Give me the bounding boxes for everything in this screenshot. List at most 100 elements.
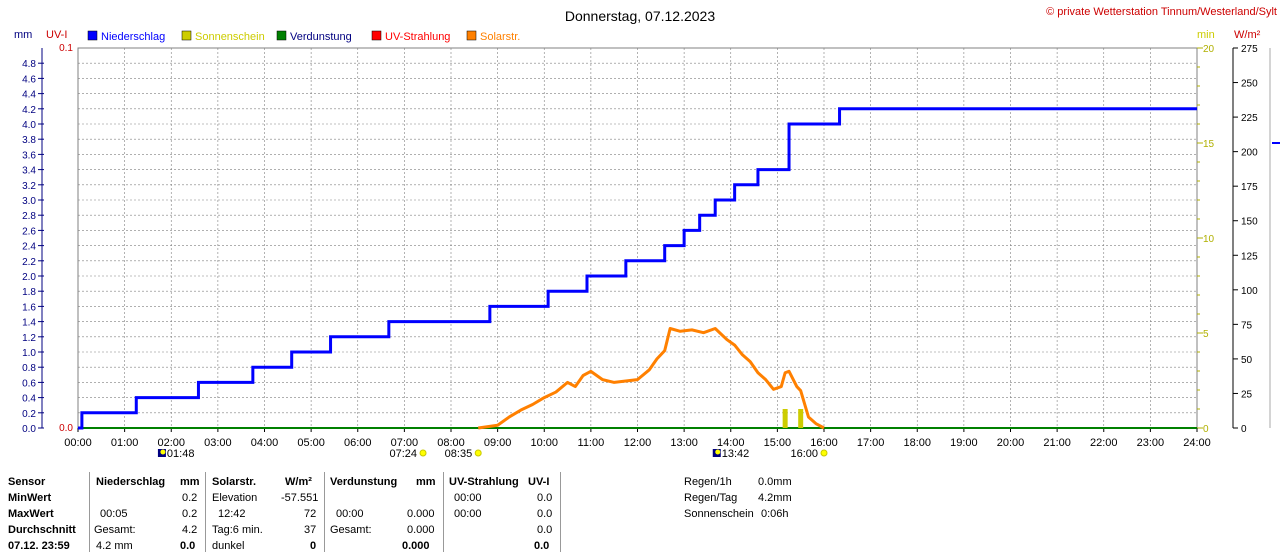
solar-series-line (477, 327, 825, 430)
x-tick-label: 07:00 (391, 437, 419, 449)
x-tick-label: 13:00 (670, 437, 698, 449)
rain-min: 0.2 (182, 492, 198, 504)
wm2-tick-label: 225 (1241, 113, 1258, 124)
wm2-tick-label: 200 (1241, 148, 1258, 159)
sunrise-icon (419, 449, 427, 457)
x-tick-label: 08:00 (437, 437, 465, 449)
x-tick-label: 04:00 (251, 437, 279, 449)
x-tick-label: 11:00 (578, 437, 605, 449)
mm-tick-label: 3.4 (22, 166, 36, 177)
x-tick-label: 01:00 (111, 437, 139, 449)
wm2-tick-label: 0 (1241, 424, 1247, 435)
legend-swatch (466, 30, 477, 41)
mm-tick-label: 4.8 (22, 59, 36, 70)
moonset-glyph (715, 449, 721, 455)
hdr-rain: Niederschlag (96, 476, 166, 488)
rain-last-label: 4.2 mm (96, 540, 133, 552)
rain-total: 4.2 (182, 524, 198, 536)
row-date: 07.12. 23:59 (8, 540, 70, 552)
table-divider (324, 472, 325, 552)
mm-tick-label: 2.0 (22, 272, 36, 283)
weather-chart: Donnerstag, 07.12.2023 © private Wetters… (14, 6, 1280, 460)
x-tick-label: 10:00 (530, 437, 558, 449)
solar-max: 72 (304, 508, 317, 520)
moonrise-glyph (160, 449, 166, 455)
table-divider (205, 472, 206, 552)
uv-max: 0.0 (537, 508, 553, 520)
wm2-tick-label: 50 (1241, 355, 1253, 366)
mm-tick-label: 3.0 (22, 196, 36, 207)
legend: Niederschlag Sonnenschein Verdunstung UV-St… (87, 30, 520, 43)
sonne-label: Sonnenschein (684, 508, 754, 520)
x-tick-label: 19:00 (950, 437, 978, 449)
x-tick-label: 24:00 (1183, 437, 1211, 449)
uv-min-time: 00:00 (454, 492, 482, 504)
uv-last: 0.0 (534, 540, 550, 552)
solar-max-time: 12:42 (218, 508, 246, 520)
x-tick-label: 14:00 (717, 437, 745, 449)
solar-dark: 0 (310, 540, 317, 552)
x-tick-label: 23:00 (1137, 437, 1165, 449)
uv-top-label: 0.1 (59, 43, 73, 54)
evap-max-time: 00:00 (336, 508, 364, 520)
rain-total-label: Gesamt: (94, 524, 136, 536)
mm-tick-label: 3.6 (22, 150, 36, 161)
x-tick-label: 18:00 (903, 437, 931, 449)
mm-tick-label: 1.8 (22, 287, 36, 298)
x-tick-label: 16:00 (810, 437, 838, 449)
legend-label: Solarstr. (480, 31, 520, 43)
min-tick-label: 20 (1203, 44, 1215, 55)
regentag-label: Regen/Tag (684, 492, 738, 504)
min-tick-label: 5 (1203, 329, 1209, 340)
copyright-text: © private Wetterstation Tinnum/Westerlan… (1046, 6, 1277, 18)
chart-axes: 0.0 0.2 0.4 0.6 0.8 1.0 1.2 1.4 1.6 1.8 2.0 2.2 2.4 2… (22, 44, 1280, 449)
hdr-uvi: UV-I (528, 476, 550, 488)
sonne-value: 0:06h (761, 508, 789, 520)
wm2-tick-label: 75 (1241, 320, 1253, 331)
solar-tag-label: Tag:6 min. (212, 524, 263, 536)
rain-last: 0.0 (180, 540, 196, 552)
wm2-tick-label: 175 (1241, 182, 1258, 193)
x-tick-label: 21:00 (1043, 437, 1071, 449)
legend-label: Sonnenschein (195, 31, 265, 43)
legend-swatch (181, 30, 192, 41)
hdr-solar-unit: W/m² (285, 476, 312, 488)
mm-tick-label: 4.2 (22, 105, 36, 116)
sunshine-bar (782, 409, 788, 428)
x-tick-label: 05:00 (297, 437, 325, 449)
x-tick-label: 00:00 (64, 437, 92, 449)
mm-unit-label: mm (14, 29, 32, 41)
solar-elev: -57.551 (281, 492, 319, 504)
chart-grid (77, 47, 1198, 429)
chart-marks (77, 107, 1198, 430)
mm-tick-label: 4.6 (22, 74, 36, 85)
mm-tick-label: 1.2 (22, 333, 36, 344)
min-tick-label: 0 (1203, 424, 1209, 435)
mm-tick-label: 2.8 (22, 211, 36, 222)
x-tick-label: 02:00 (157, 437, 185, 449)
mm-tick-label: 0.6 (22, 378, 36, 389)
evap-total: 0.000 (407, 524, 435, 536)
regen1h-label: Regen/1h (684, 476, 732, 488)
wm2-tick-label: 275 (1241, 44, 1258, 55)
mm-tick-label: 1.6 (22, 302, 36, 313)
mm-tick-label: 4.4 (22, 90, 36, 101)
mm-tick-label: 2.4 (22, 242, 36, 253)
wm2-tick-label: 100 (1241, 286, 1258, 297)
rain-max: 0.2 (182, 508, 198, 520)
x-tick-label: 12:00 (624, 437, 652, 449)
table-divider (89, 472, 90, 552)
x-tick-label: 20:00 (997, 437, 1025, 449)
uv-bottom-label: 0.0 (59, 423, 73, 434)
table-divider (560, 472, 561, 552)
min-tick-label: 10 (1203, 234, 1215, 245)
mm-tick-label: 2.2 (22, 257, 36, 268)
x-tick-label: 06:00 (344, 437, 372, 449)
moonrise-label: 01:48 (167, 448, 195, 460)
mm-tick-label: 1.0 (22, 348, 36, 359)
hdr-solar: Solarstr. (212, 476, 257, 488)
row-avg: Durchschnitt (8, 524, 76, 536)
evap-last: 0.000 (402, 540, 430, 552)
wm2-tick-label: 250 (1241, 79, 1258, 90)
solar-tag: 37 (304, 524, 317, 536)
